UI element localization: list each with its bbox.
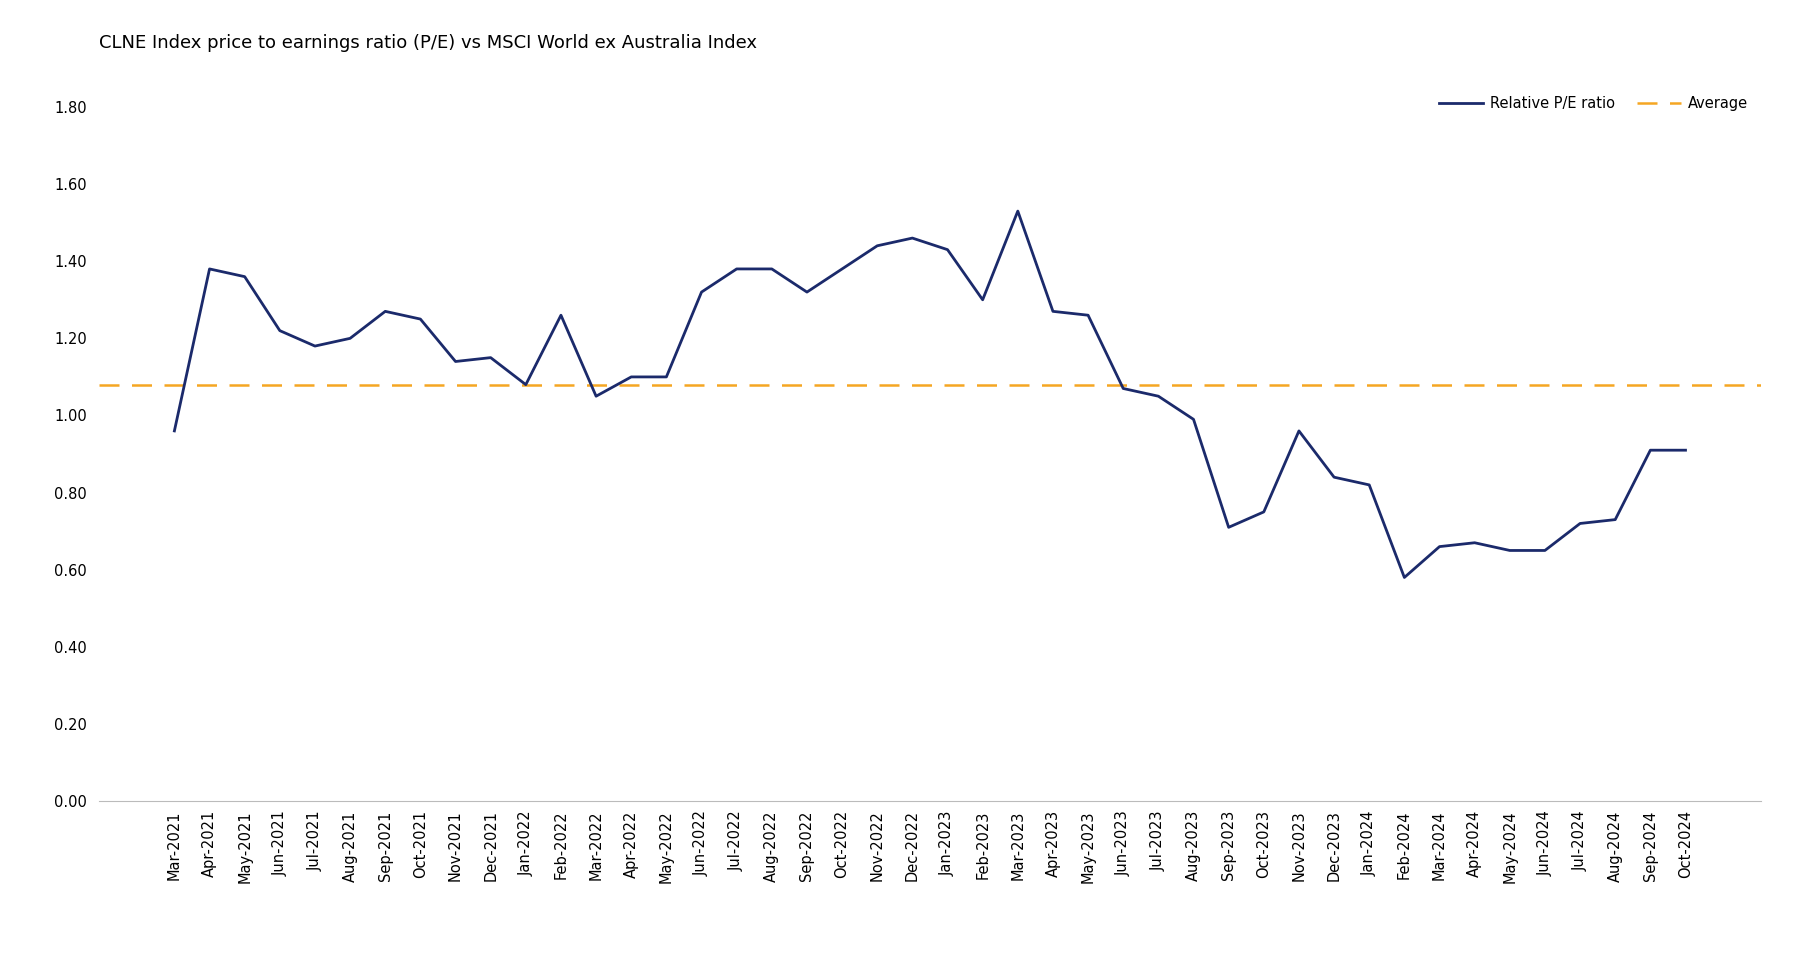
Relative P/E ratio bbox=[480, 352, 501, 363]
Relative P/E ratio bbox=[1499, 544, 1520, 556]
Relative P/E ratio bbox=[1288, 425, 1310, 437]
Relative P/E ratio bbox=[1465, 537, 1486, 549]
Relative P/E ratio bbox=[304, 340, 325, 352]
Relative P/E ratio bbox=[1675, 445, 1696, 456]
Average bbox=[199, 379, 221, 391]
Relative P/E ratio bbox=[1148, 391, 1170, 403]
Relative P/E ratio bbox=[1006, 205, 1028, 217]
Relative P/E ratio bbox=[1078, 310, 1100, 321]
Relative P/E ratio bbox=[1253, 506, 1274, 518]
Relative P/E ratio bbox=[1112, 383, 1134, 395]
Relative P/E ratio bbox=[550, 310, 571, 321]
Relative P/E ratio bbox=[1218, 522, 1240, 533]
Relative P/E ratio bbox=[902, 233, 924, 244]
Line: Relative P/E ratio: Relative P/E ratio bbox=[174, 211, 1686, 577]
Relative P/E ratio bbox=[936, 244, 958, 256]
Relative P/E ratio bbox=[340, 332, 361, 344]
Relative P/E ratio bbox=[586, 391, 607, 403]
Legend: Relative P/E ratio, Average: Relative P/E ratio, Average bbox=[1432, 90, 1754, 117]
Average bbox=[164, 379, 185, 391]
Relative P/E ratio bbox=[1323, 471, 1344, 483]
Relative P/E ratio bbox=[270, 324, 291, 336]
Relative P/E ratio bbox=[690, 286, 712, 298]
Relative P/E ratio bbox=[1535, 544, 1556, 556]
Relative P/E ratio bbox=[1639, 445, 1660, 456]
Relative P/E ratio bbox=[164, 425, 185, 437]
Relative P/E ratio bbox=[199, 263, 221, 275]
Relative P/E ratio bbox=[374, 306, 395, 318]
Relative P/E ratio bbox=[1182, 413, 1204, 425]
Relative P/E ratio bbox=[866, 240, 888, 252]
Relative P/E ratio bbox=[656, 371, 677, 383]
Relative P/E ratio bbox=[726, 263, 748, 275]
Relative P/E ratio bbox=[516, 379, 537, 391]
Relative P/E ratio bbox=[760, 263, 782, 275]
Relative P/E ratio bbox=[796, 286, 818, 298]
Relative P/E ratio bbox=[620, 371, 642, 383]
Relative P/E ratio bbox=[832, 263, 854, 275]
Relative P/E ratio bbox=[1042, 306, 1064, 318]
Relative P/E ratio bbox=[972, 294, 994, 306]
Relative P/E ratio bbox=[1605, 514, 1626, 526]
Relative P/E ratio bbox=[410, 314, 431, 325]
Text: CLNE Index price to earnings ratio (P/E) vs MSCI World ex Australia Index: CLNE Index price to earnings ratio (P/E)… bbox=[99, 33, 757, 52]
Relative P/E ratio bbox=[1359, 479, 1380, 490]
Relative P/E ratio bbox=[234, 271, 255, 282]
Relative P/E ratio bbox=[1394, 572, 1416, 583]
Relative P/E ratio bbox=[1429, 540, 1450, 552]
Relative P/E ratio bbox=[1569, 518, 1590, 530]
Relative P/E ratio bbox=[444, 356, 465, 367]
